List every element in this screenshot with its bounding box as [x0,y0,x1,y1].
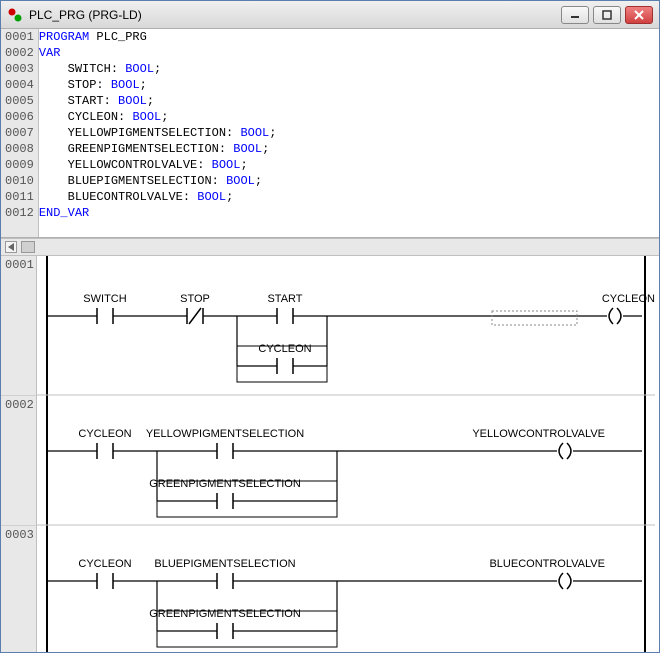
svg-text:BLUEPIGMENTSELECTION: BLUEPIGMENTSELECTION [154,558,295,570]
titlebar[interactable]: PLC_PRG (PRG-LD) [1,1,659,29]
svg-text:CYCLEON: CYCLEON [78,558,131,570]
rung[interactable]: SWITCH STOP START CYCLEON CYCLEON [37,256,659,396]
window-controls [561,6,653,24]
svg-text:STOP: STOP [180,293,210,305]
svg-text:YELLOWPIGMENTSELECTION: YELLOWPIGMENTSELECTION [146,428,304,440]
svg-text:BLUECONTROLVALVE: BLUECONTROLVALVE [489,558,605,570]
ladder-editor[interactable]: 000100020003 SWITCHSTOPSTARTCYCLEONCYCLE… [1,256,659,653]
line-gutter: 0001000200030004000500060007000800090010… [1,29,39,237]
app-icon [7,7,23,23]
maximize-button[interactable] [593,6,621,24]
declaration-editor[interactable]: 0001000200030004000500060007000800090010… [1,29,659,238]
window-title: PLC_PRG (PRG-LD) [29,8,561,22]
scroll-thumb[interactable] [21,241,35,253]
svg-text:CYCLEON: CYCLEON [602,293,655,305]
hscrollbar[interactable] [1,238,659,256]
rung[interactable]: CYCLEON YELLOWPIGMENTSELECTION YELLOWCONTR… [37,396,659,526]
minimize-button[interactable] [561,6,589,24]
svg-text:CYCLEON: CYCLEON [258,343,311,355]
rung-canvas[interactable]: SWITCH STOP START CYCLEON CYCLEON CYCLEON YELL… [37,256,659,653]
svg-text:GREENPIGMENTSELECTION: GREENPIGMENTSELECTION [149,478,301,490]
svg-text:GREENPIGMENTSELECTION: GREENPIGMENTSELECTION [149,608,301,620]
rung[interactable]: CYCLEON BLUEPIGMENTSELECTION BLUECONTROLVA… [37,526,659,653]
code-lines[interactable]: PROGRAM PLC_PRGVAR SWITCH: BOOL; STOP: B… [39,29,659,237]
scroll-left-icon[interactable] [5,241,17,253]
plc-editor-window: PLC_PRG (PRG-LD) 00010002000300040005000… [0,0,660,653]
svg-text:CYCLEON: CYCLEON [78,428,131,440]
svg-text:YELLOWCONTROLVALVE: YELLOWCONTROLVALVE [472,428,605,440]
svg-text:SWITCH: SWITCH [83,293,126,305]
rung-gutter: 000100020003 [1,256,37,653]
close-button[interactable] [625,6,653,24]
svg-text:START: START [267,293,302,305]
